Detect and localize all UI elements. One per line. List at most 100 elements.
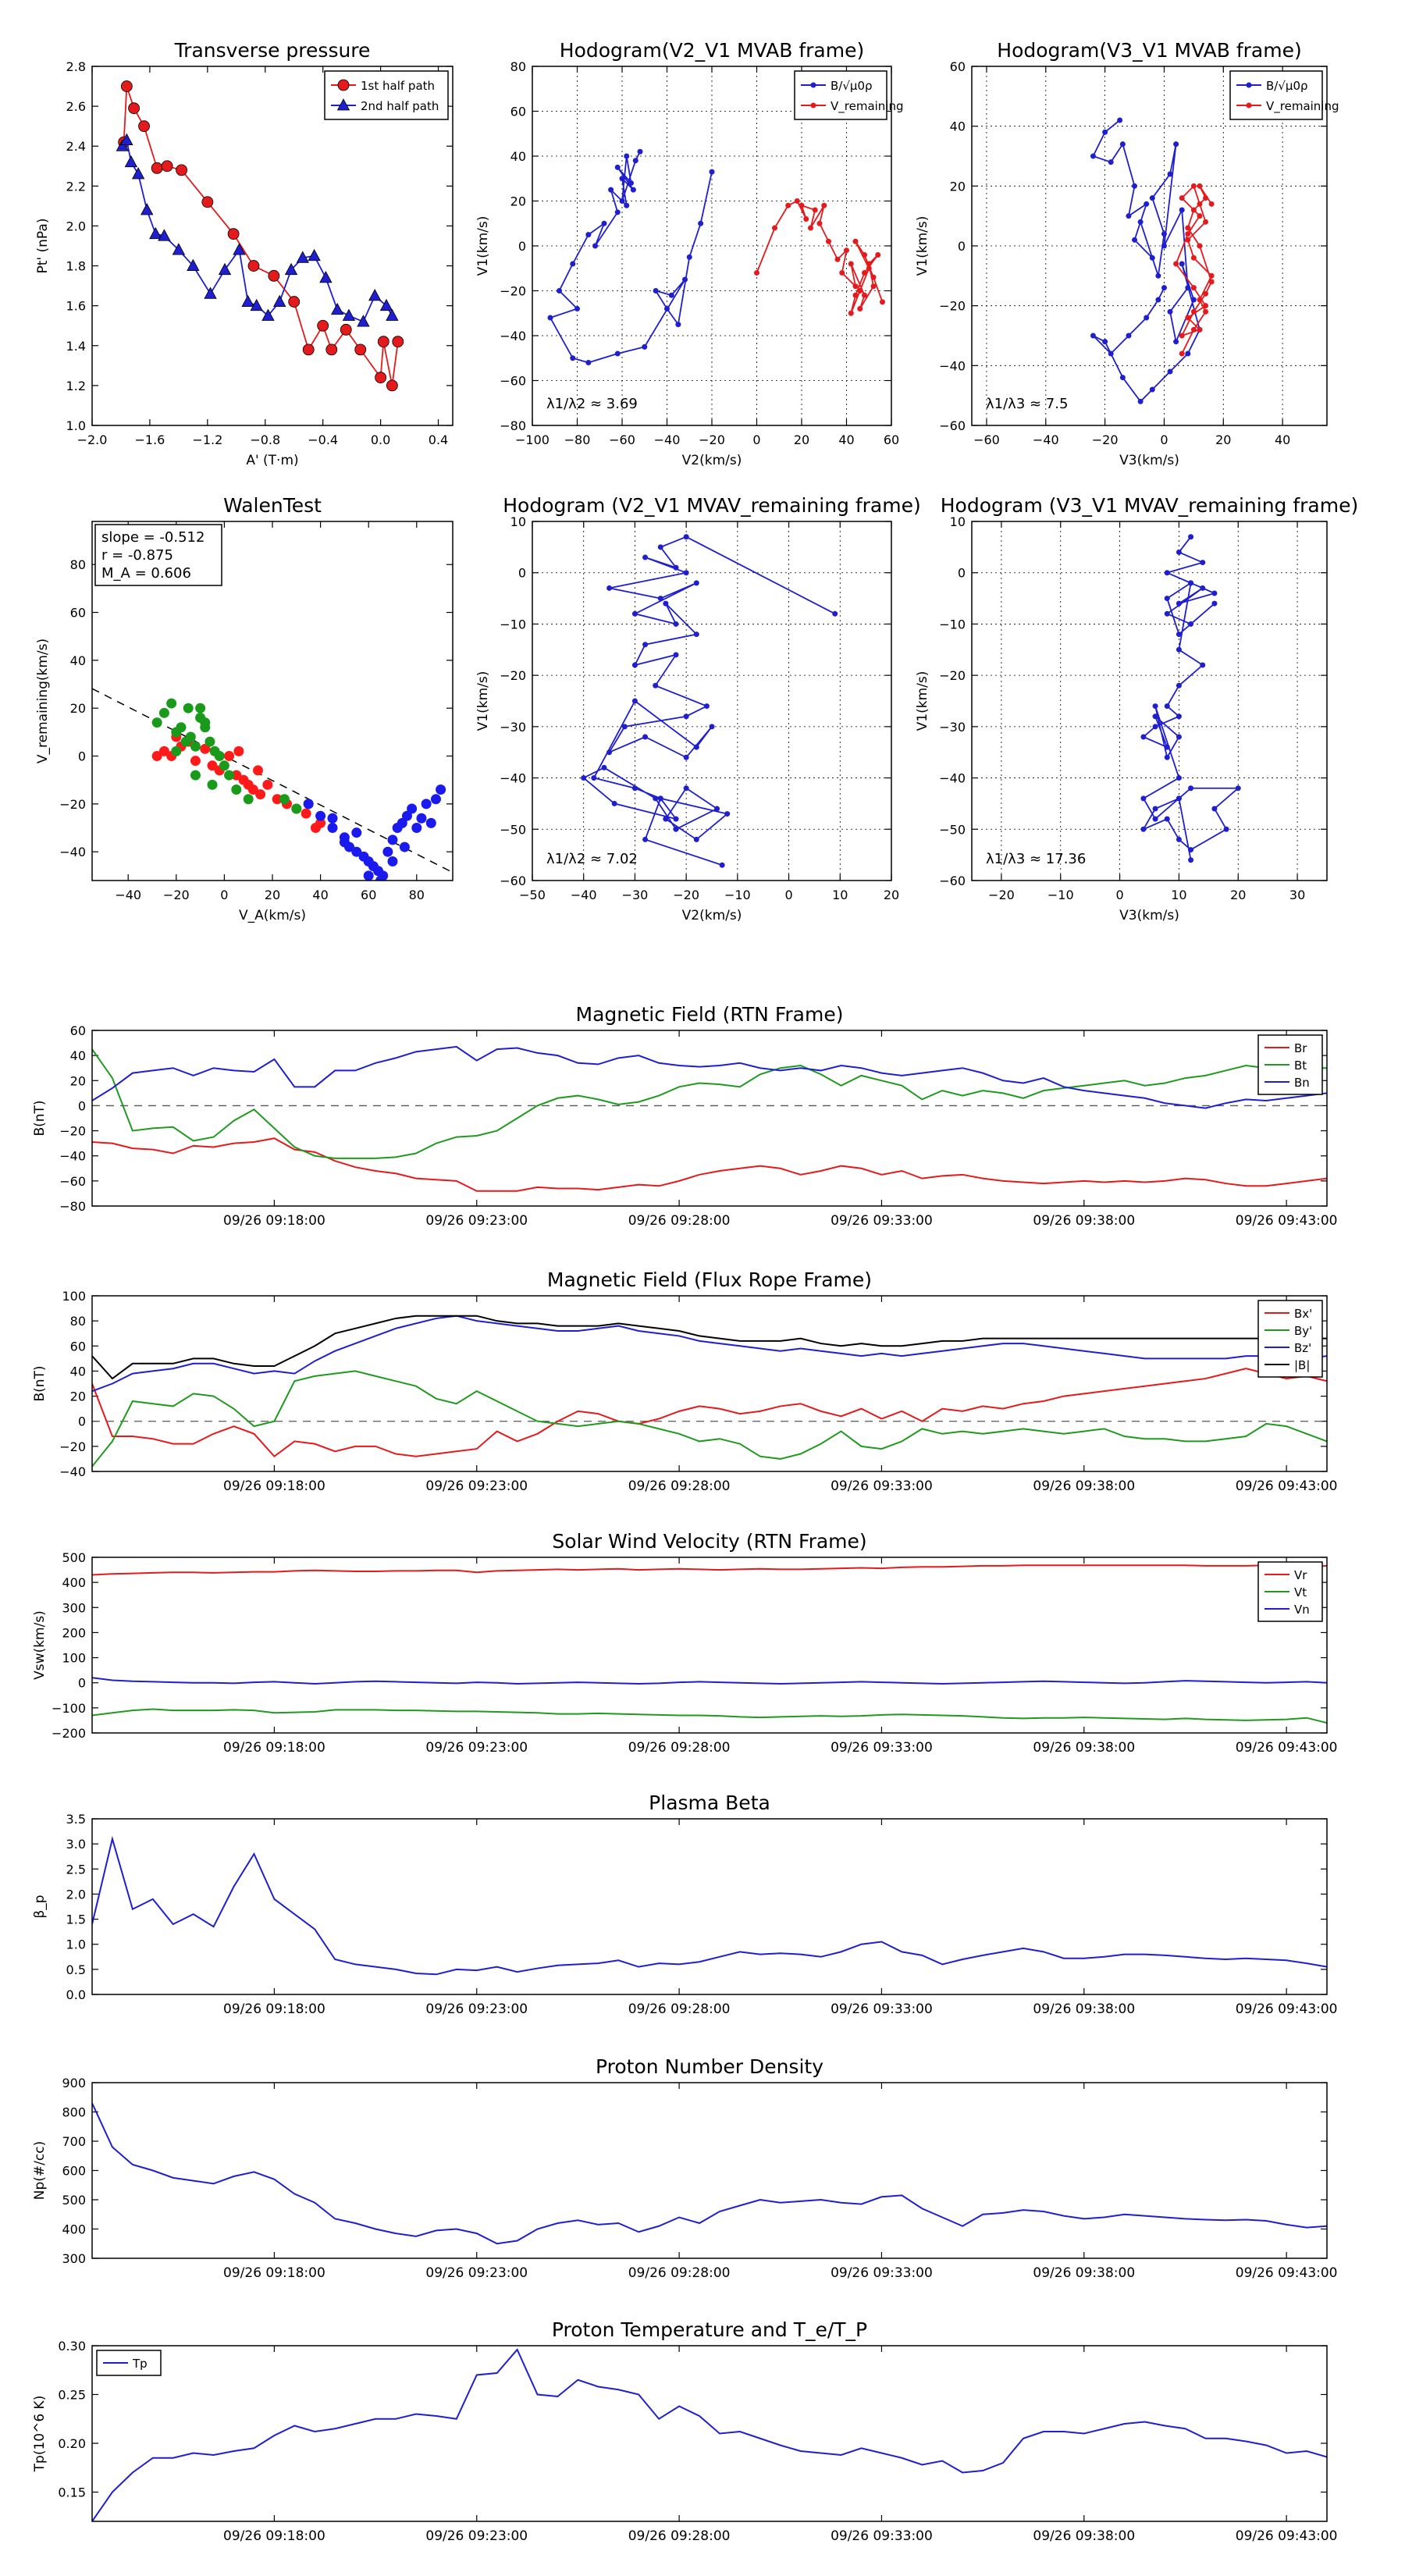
data-point bbox=[357, 315, 370, 327]
y-tick-label: 0 bbox=[518, 239, 526, 254]
data-point bbox=[315, 810, 326, 821]
data-point bbox=[1190, 308, 1197, 315]
data-point bbox=[673, 621, 679, 627]
x-tick-label: −30 bbox=[622, 888, 649, 902]
data-point bbox=[1190, 326, 1197, 333]
data-point bbox=[354, 343, 367, 356]
x-tick-label: 09/26 09:33:00 bbox=[831, 2265, 933, 2281]
axes-frame-h2 bbox=[971, 66, 1328, 426]
y-tick-label: 2.0 bbox=[66, 219, 86, 233]
series-line-ts5-0 bbox=[92, 2102, 1327, 2245]
data-point bbox=[668, 292, 674, 298]
x-tick-label: 09/26 09:23:00 bbox=[425, 1478, 528, 1494]
series-line-h1-0 bbox=[549, 151, 713, 364]
data-point bbox=[1102, 339, 1108, 345]
data-point bbox=[1126, 213, 1132, 219]
y-tick-label: 400 bbox=[62, 2222, 86, 2237]
legend-marker bbox=[336, 98, 350, 111]
x-tick-label: 0 bbox=[220, 888, 228, 902]
data-point bbox=[1188, 785, 1194, 792]
x-tick-label: −0.8 bbox=[250, 432, 280, 447]
data-point bbox=[1185, 285, 1191, 291]
data-point bbox=[151, 717, 162, 728]
data-point bbox=[570, 261, 576, 267]
data-point bbox=[241, 294, 254, 307]
data-point bbox=[411, 823, 422, 834]
data-point bbox=[606, 749, 613, 756]
y-tick-label: 0.25 bbox=[58, 2388, 86, 2403]
legend-label: |B| bbox=[1294, 1358, 1310, 1372]
data-point bbox=[1090, 153, 1096, 159]
data-point bbox=[1197, 183, 1203, 189]
data-point bbox=[319, 271, 333, 283]
data-point bbox=[1152, 724, 1158, 730]
data-point bbox=[303, 799, 314, 809]
y-tick-label: 40 bbox=[950, 119, 966, 134]
chart-ts4: Plasma Beta 09/26 09:18:00 09/26 09:23:00 0… bbox=[32, 1791, 1338, 2017]
data-point bbox=[642, 343, 648, 350]
data-point bbox=[857, 288, 863, 294]
chart-ts2: Magnetic Field (Flux Rope Frame) 09/26 09… bbox=[32, 1268, 1338, 1494]
data-point bbox=[624, 153, 630, 159]
data-point bbox=[176, 722, 187, 733]
data-point bbox=[866, 261, 872, 267]
data-point bbox=[585, 360, 592, 365]
y-tick-label: 0.30 bbox=[58, 2339, 86, 2354]
y-axis-label-pt: Pt' (nPa) bbox=[35, 219, 51, 274]
y-tick-label: −200 bbox=[52, 1726, 86, 1741]
x-tick-label: −1.2 bbox=[192, 432, 222, 447]
data-point bbox=[591, 775, 597, 781]
x-tick-label: 09/26 09:38:00 bbox=[1033, 2528, 1135, 2544]
data-point bbox=[631, 785, 638, 792]
data-point bbox=[128, 102, 140, 115]
plot-area-ts3 bbox=[92, 1564, 1327, 1724]
y-axis-label-ts2: B(nT) bbox=[32, 1365, 48, 1401]
x-tick-label: −10 bbox=[1048, 888, 1074, 902]
series-h1-0 bbox=[547, 148, 715, 365]
data-point bbox=[207, 779, 218, 790]
data-point bbox=[1167, 171, 1173, 177]
data-point bbox=[207, 760, 218, 771]
annotation-h2: λ1/λ3 ≈ 7.5 bbox=[986, 396, 1068, 412]
x-tick-label: 80 bbox=[409, 888, 425, 902]
series-line-ts3-1 bbox=[92, 1708, 1327, 1724]
y-tick-label: 2.4 bbox=[66, 139, 86, 154]
y-tick-label: −40 bbox=[939, 358, 966, 373]
y-tick-label: 80 bbox=[510, 59, 526, 74]
data-point bbox=[754, 270, 759, 276]
plot-area-pt bbox=[116, 80, 404, 392]
data-point bbox=[693, 580, 699, 586]
series-h4-0 bbox=[1140, 534, 1241, 863]
chart-title-walen: WalenTest bbox=[223, 494, 322, 517]
y-tick-label: 500 bbox=[62, 2193, 86, 2208]
data-point bbox=[386, 379, 398, 392]
data-point bbox=[624, 202, 630, 208]
data-point bbox=[1161, 231, 1167, 237]
data-point bbox=[342, 308, 356, 321]
x-tick-label: −0.4 bbox=[308, 432, 338, 447]
y-tick-label: 300 bbox=[62, 2251, 86, 2266]
x-tick-label: 09/26 09:23:00 bbox=[425, 1740, 528, 1756]
x-tick-label: 09/26 09:38:00 bbox=[1033, 2265, 1135, 2281]
plot-area-ts5 bbox=[92, 2102, 1327, 2245]
x-tick-label: −40 bbox=[571, 888, 597, 902]
data-point bbox=[219, 760, 229, 771]
y-axis-label-ts5: Np(#/cc) bbox=[32, 2141, 48, 2200]
series-h1-1 bbox=[754, 198, 885, 316]
data-point bbox=[693, 836, 699, 842]
data-point bbox=[614, 164, 621, 170]
data-point bbox=[247, 784, 258, 795]
y-tick-label: −40 bbox=[59, 1149, 86, 1164]
data-point bbox=[653, 795, 659, 802]
chart-title-ts4: Plasma Beta bbox=[649, 1791, 770, 1814]
data-point bbox=[1164, 744, 1170, 750]
data-point bbox=[1203, 290, 1209, 297]
data-point bbox=[1152, 703, 1158, 710]
x-axis-label-walen: V_A(km/s) bbox=[239, 908, 306, 923]
y-tick-label: −50 bbox=[500, 822, 526, 837]
data-point bbox=[1164, 570, 1170, 576]
data-point bbox=[1190, 297, 1197, 303]
plot-area-ts1 bbox=[92, 1045, 1327, 1192]
data-point bbox=[325, 343, 338, 356]
legend-marker bbox=[337, 79, 350, 91]
